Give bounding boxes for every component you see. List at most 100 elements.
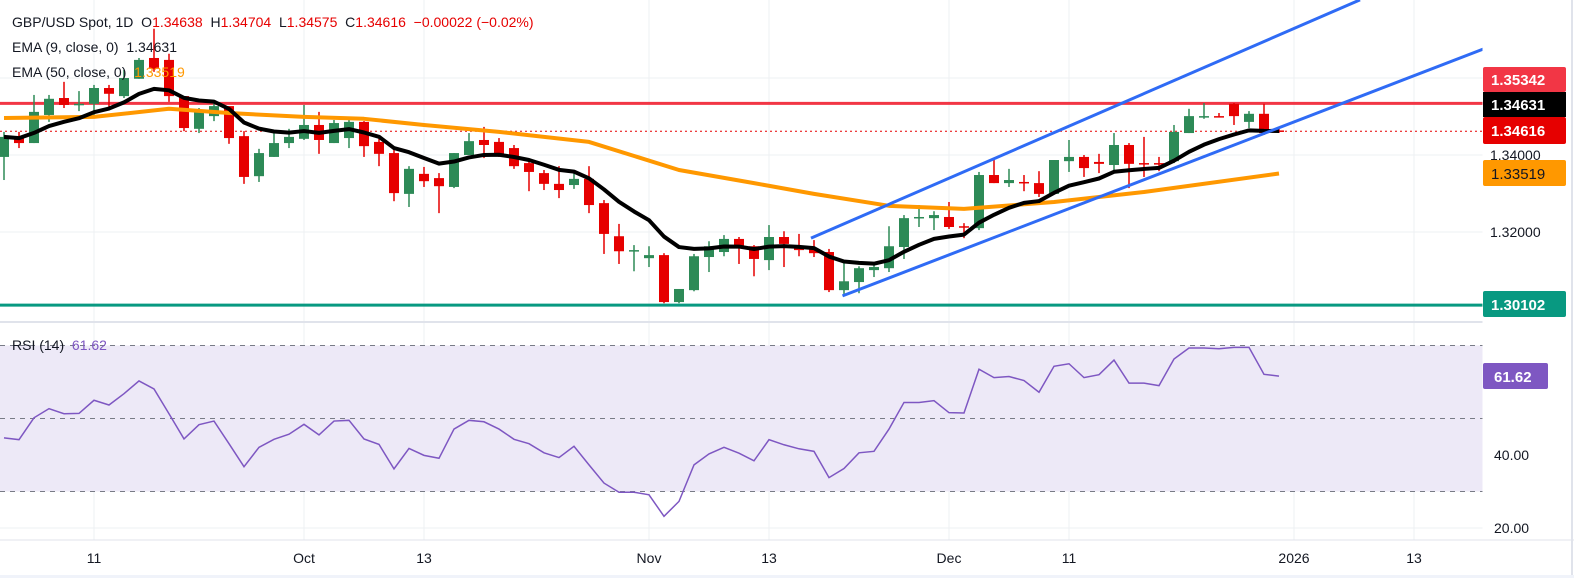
- candle: [1214, 113, 1224, 118]
- ema50-line: [3, 106, 1280, 211]
- candle: [1094, 153, 1104, 174]
- time-tick-label: 13: [1406, 550, 1422, 566]
- candle-body: [479, 139, 489, 145]
- candle: [134, 57, 144, 79]
- candle-body: [749, 246, 759, 259]
- candle-body: [404, 168, 414, 194]
- candle-body: [884, 246, 894, 269]
- candle: [569, 171, 579, 189]
- time-tick-label: 13: [761, 550, 777, 566]
- candle-body: [1199, 116, 1209, 118]
- candle-body: [1169, 131, 1179, 162]
- last-price-tag: 1.34616: [1483, 117, 1566, 144]
- symbol-title[interactable]: GBP/USD Spot, 1D: [12, 14, 134, 30]
- candle: [1124, 143, 1134, 189]
- candle-body: [1154, 163, 1164, 165]
- candle-body: [1094, 161, 1104, 164]
- open-label: O: [141, 14, 153, 30]
- candle: [269, 133, 279, 157]
- candle-body: [704, 246, 714, 258]
- candle-body: [1004, 180, 1014, 184]
- candle-body: [914, 216, 924, 219]
- candle-body: [194, 111, 204, 129]
- candle: [434, 173, 444, 214]
- candle-body: [1034, 183, 1044, 194]
- candle-body: [374, 141, 384, 154]
- rsi-line: [3, 346, 1280, 518]
- candle: [1109, 133, 1119, 172]
- candle-body: [104, 88, 114, 94]
- change-value: −0.00022 (−0.02%): [413, 14, 534, 30]
- price-tick-1.32: 1.32000: [1490, 224, 1541, 240]
- candle-body: [734, 238, 744, 248]
- candle-body: [1274, 130, 1284, 132]
- svg-text:1.34616: 1.34616: [1491, 123, 1545, 140]
- candle-body: [824, 252, 834, 291]
- rsi-value: 61.62: [71, 337, 107, 353]
- candle: [584, 166, 594, 214]
- candle-body: [179, 96, 189, 129]
- candle-body: [974, 175, 984, 229]
- candle-body: [1124, 144, 1134, 164]
- candle: [734, 237, 744, 264]
- candle-body: [389, 153, 399, 194]
- price-pane[interactable]: [0, 0, 1483, 307]
- candle-body: [1079, 156, 1089, 169]
- svg-text:1.35342: 1.35342: [1491, 72, 1545, 89]
- rsi-value-tag: 61.62: [1483, 363, 1548, 389]
- candle-body: [869, 267, 879, 271]
- candle-body: [899, 218, 909, 248]
- svg-text:1.34631: 1.34631: [1491, 97, 1545, 114]
- candle: [1079, 155, 1089, 177]
- ema50-label: EMA (50, close, 0): [12, 64, 127, 80]
- svg-text:1.33519: 1.33519: [1491, 166, 1545, 183]
- candle-body: [149, 57, 159, 69]
- candle-body: [419, 173, 429, 182]
- candle: [839, 261, 849, 294]
- candle-body: [959, 226, 969, 228]
- candle: [1169, 124, 1179, 164]
- candle-body: [839, 281, 849, 291]
- candle: [389, 148, 399, 202]
- trend-channel-line: [841, 47, 1483, 298]
- candle: [1004, 168, 1014, 187]
- candle-body: [59, 98, 69, 105]
- candle-body: [269, 143, 279, 157]
- time-axis[interactable]: 11 Oct 13 Nov 13 Dec 11 2026 13: [87, 550, 1422, 566]
- rsi-pane[interactable]: [0, 345, 1483, 518]
- ema50-value: 1.33519: [134, 64, 185, 80]
- candle-body: [854, 268, 864, 283]
- ema9-legend[interactable]: EMA (9, close, 0) 1.34631: [12, 38, 177, 56]
- candle-body: [584, 178, 594, 206]
- svg-text:61.62: 61.62: [1494, 369, 1532, 386]
- candle: [119, 69, 129, 99]
- svg-text:1.30102: 1.30102: [1491, 297, 1545, 314]
- candle: [644, 246, 654, 268]
- candle: [0, 131, 9, 181]
- candle: [1184, 108, 1194, 134]
- candle-body: [989, 175, 999, 184]
- candle-body: [434, 178, 444, 187]
- ema50-legend[interactable]: EMA (50, close, 0) 1.33519: [12, 63, 185, 81]
- candle: [1049, 160, 1059, 194]
- candle: [1229, 103, 1239, 125]
- candle-body: [1139, 163, 1149, 165]
- time-tick-label: 11: [87, 550, 102, 566]
- low-label: L: [278, 14, 287, 30]
- time-tick-label: Dec: [937, 550, 962, 566]
- candle: [524, 160, 534, 192]
- candle-body: [779, 237, 789, 244]
- candle: [374, 138, 384, 167]
- ema9-value: 1.34631: [126, 39, 177, 55]
- rsi-legend[interactable]: RSI (14) 61.62: [12, 336, 107, 354]
- time-tick-label: Oct: [293, 550, 315, 566]
- candle: [539, 170, 549, 191]
- candle-body: [1184, 116, 1194, 134]
- candle-body: [1229, 103, 1239, 117]
- candle: [74, 91, 84, 112]
- candle: [1244, 111, 1254, 129]
- ema9-label: EMA (9, close, 0): [12, 39, 119, 55]
- candle-body: [644, 255, 654, 259]
- candle-body: [689, 256, 699, 291]
